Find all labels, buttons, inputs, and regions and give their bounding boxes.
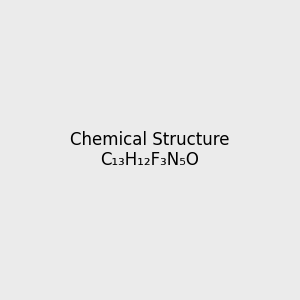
Text: Chemical Structure
C₁₃H₁₂F₃N₅O: Chemical Structure C₁₃H₁₂F₃N₅O	[70, 130, 230, 170]
